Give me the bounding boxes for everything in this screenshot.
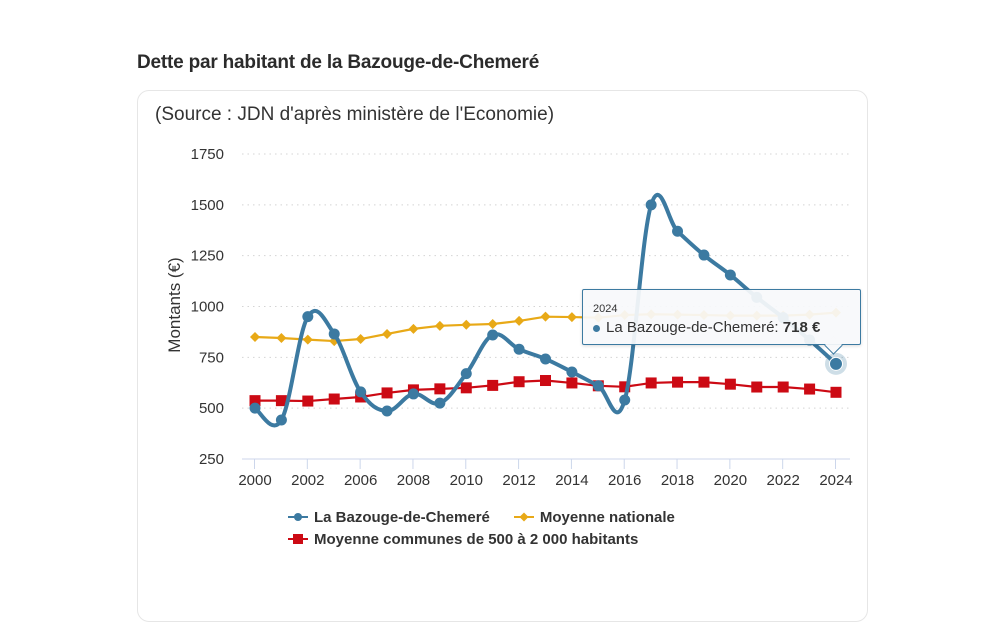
data-point bbox=[751, 381, 763, 393]
data-point bbox=[434, 320, 445, 331]
data-point bbox=[830, 386, 842, 398]
data-point bbox=[698, 249, 710, 261]
legend-item-bazouge[interactable]: La Bazouge-de-Chemeré bbox=[288, 509, 490, 526]
data-point bbox=[328, 393, 340, 405]
data-point bbox=[540, 311, 551, 322]
data-point bbox=[487, 379, 499, 391]
y-tick-label: 500 bbox=[199, 400, 224, 417]
data-point bbox=[513, 376, 525, 388]
data-point bbox=[302, 334, 313, 345]
data-point bbox=[566, 377, 578, 389]
data-point bbox=[698, 376, 710, 388]
data-point bbox=[434, 383, 446, 395]
data-point bbox=[382, 328, 393, 339]
x-axis: 2000 2002 2006 2008 2010 2012 2014 2016 2018 2020… bbox=[238, 458, 853, 489]
data-point bbox=[434, 397, 446, 409]
tooltip-series-dot bbox=[593, 324, 600, 332]
x-tick-label: 2000 bbox=[238, 472, 271, 489]
data-point bbox=[645, 377, 657, 389]
data-point bbox=[566, 366, 578, 378]
data-point bbox=[672, 376, 684, 388]
series-group bbox=[249, 193, 847, 428]
legend-item-moyenne-nationale[interactable]: Moyenne nationale bbox=[513, 508, 675, 526]
legend-label: La Bazouge-de-Chemeré bbox=[314, 508, 490, 526]
chart-source: (Source : JDN d'après ministère de l'Eco… bbox=[155, 104, 555, 125]
data-point bbox=[566, 312, 577, 323]
tooltip-value: 718 € bbox=[782, 319, 821, 336]
grid-lines bbox=[242, 153, 850, 409]
x-tick-label: 2018 bbox=[661, 472, 694, 489]
legend-square-icon bbox=[288, 533, 308, 545]
data-point bbox=[487, 329, 499, 341]
data-point bbox=[328, 328, 340, 340]
data-point bbox=[777, 381, 789, 393]
data-point bbox=[355, 334, 366, 345]
x-tick-label: 2012 bbox=[502, 472, 535, 489]
legend-label: Moyenne nationale bbox=[539, 508, 675, 526]
tooltip-series-name: La Bazouge-de-Chemeré: bbox=[606, 319, 783, 336]
data-point bbox=[619, 394, 631, 406]
tooltip-body: La Bazouge-de-Chemeré: 718 € bbox=[593, 319, 820, 336]
data-point bbox=[275, 414, 287, 426]
legend: La Bazouge-de-Chemeré Moyenne nationale … bbox=[288, 506, 699, 550]
legend-label: Moyenne communes de 500 à 2 000 habitant… bbox=[314, 530, 639, 548]
y-axis-title: Montants (€) bbox=[165, 257, 184, 352]
x-tick-label: 2006 bbox=[344, 472, 377, 489]
data-point bbox=[407, 388, 419, 400]
data-point bbox=[302, 311, 314, 323]
data-point bbox=[672, 225, 684, 237]
data-point bbox=[724, 269, 736, 281]
data-point bbox=[461, 319, 472, 330]
x-tick-label: 2022 bbox=[766, 472, 799, 489]
x-tick-label: 2008 bbox=[397, 472, 430, 489]
data-point bbox=[276, 333, 287, 344]
y-tick-label: 1750 bbox=[191, 146, 224, 163]
y-tick-label: 750 bbox=[199, 349, 224, 366]
data-point bbox=[460, 368, 472, 380]
data-point bbox=[355, 386, 367, 398]
legend-diamond-icon bbox=[513, 511, 534, 523]
data-point bbox=[302, 395, 314, 407]
data-point bbox=[275, 395, 287, 407]
x-tick-label: 2024 bbox=[819, 472, 852, 489]
y-axis-ticks: 250 500 750 1000 1250 1500 1750 bbox=[191, 146, 224, 468]
y-tick-label: 1500 bbox=[191, 197, 224, 214]
x-tick-label: 2020 bbox=[714, 472, 747, 489]
data-point bbox=[514, 315, 525, 326]
data-point bbox=[619, 381, 631, 393]
data-point bbox=[724, 378, 736, 390]
tooltip-header: 2024 bbox=[593, 303, 618, 315]
data-point bbox=[249, 402, 261, 414]
data-point bbox=[381, 387, 393, 399]
data-point bbox=[645, 199, 657, 211]
page-title: Dette par habitant de la Bazouge-de-Chem… bbox=[137, 52, 540, 73]
data-point bbox=[487, 318, 498, 329]
data-point bbox=[250, 332, 260, 342]
y-tick-label: 1250 bbox=[191, 248, 224, 265]
data-point bbox=[804, 383, 816, 395]
x-tick-label: 2010 bbox=[450, 472, 483, 489]
data-point bbox=[513, 343, 525, 355]
y-tick-label: 1000 bbox=[191, 299, 224, 316]
chart-tooltip: 2024 La Bazouge-de-Chemeré: 718 € bbox=[582, 289, 861, 355]
highlight-point bbox=[829, 356, 843, 371]
y-tick-label: 250 bbox=[199, 451, 224, 468]
data-point bbox=[381, 405, 393, 417]
x-tick-label: 2014 bbox=[555, 472, 588, 489]
x-tick-label: 2016 bbox=[608, 472, 641, 489]
data-point bbox=[592, 380, 604, 392]
x-tick-label: 2002 bbox=[291, 472, 324, 489]
data-point bbox=[408, 323, 419, 334]
series-square-line bbox=[249, 375, 842, 407]
data-point bbox=[540, 375, 551, 387]
data-point bbox=[249, 395, 261, 407]
data-point bbox=[460, 382, 472, 394]
legend-circle-icon bbox=[288, 511, 308, 523]
chart-card bbox=[137, 90, 868, 622]
data-point bbox=[540, 353, 551, 365]
legend-item-moyenne-communes[interactable]: Moyenne communes de 500 à 2 000 habitant… bbox=[288, 531, 638, 548]
